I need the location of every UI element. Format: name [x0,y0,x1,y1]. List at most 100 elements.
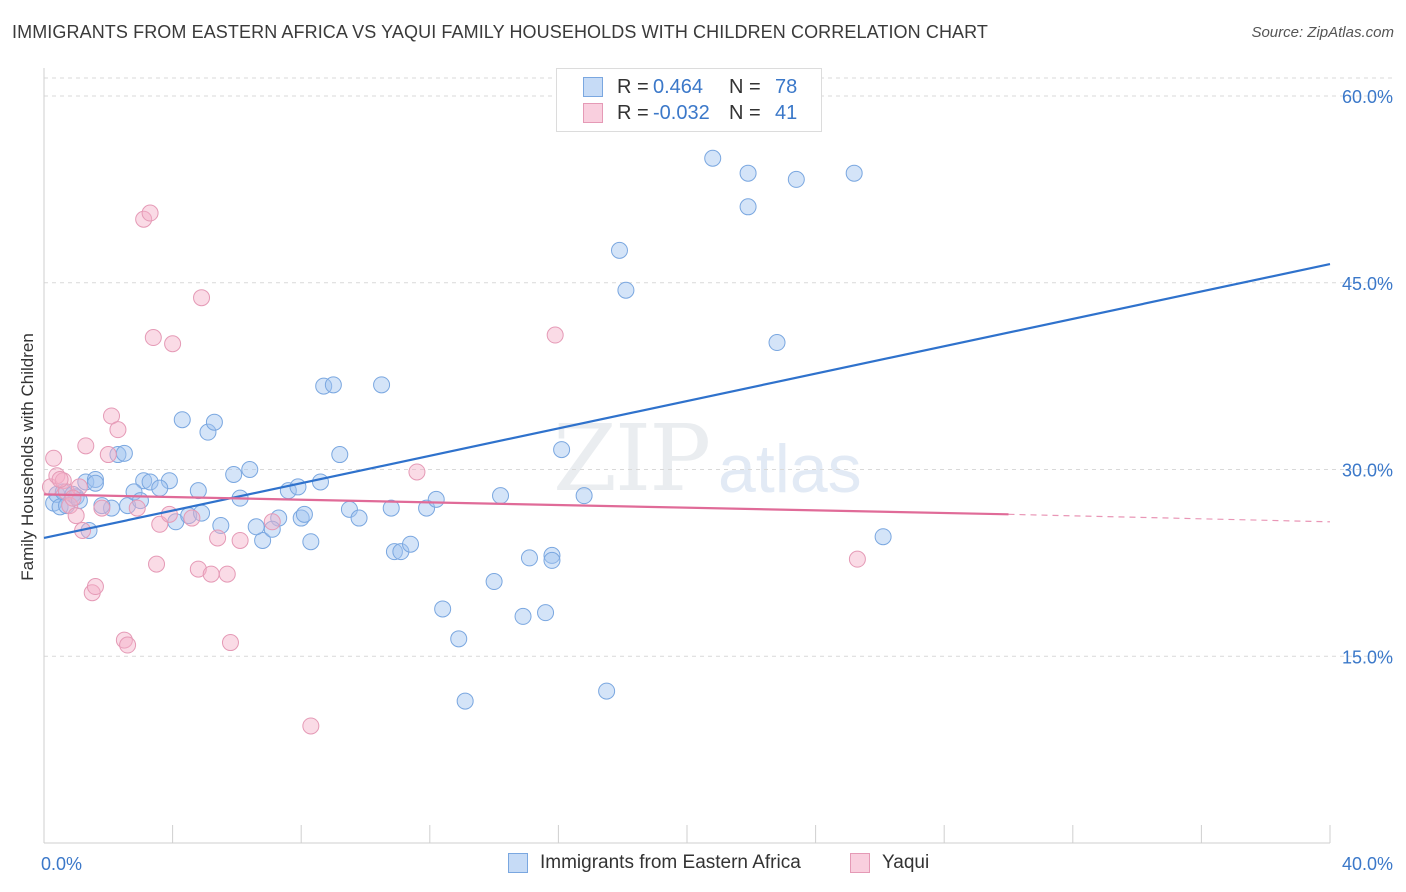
stats-legend-row-pink: R = -0.032 N = 41 [583,101,797,125]
n-value: 78 [775,75,798,98]
point-eastern-africa [331,446,349,464]
point-eastern-africa [109,446,127,464]
point-eastern-africa [385,543,403,561]
stats-legend-row-blue: R = 0.464 N = 78 [583,75,797,99]
point-yaqui [221,634,239,652]
point-eastern-africa [86,470,104,488]
n-label: N = [729,101,761,124]
point-eastern-africa [373,376,391,394]
point-eastern-africa [247,518,265,536]
point-yaqui [209,529,227,547]
point-eastern-africa [189,482,207,500]
point-eastern-africa [103,499,121,517]
point-yaqui [848,550,866,568]
point-eastern-africa [295,505,313,523]
point-yaqui [263,513,281,531]
point-eastern-africa [225,465,243,483]
point-yaqui [99,446,117,464]
point-eastern-africa [617,281,635,299]
point-yaqui [51,470,69,488]
x-tick-label: 40.0% [1342,854,1393,874]
point-eastern-africa [86,474,104,492]
point-yaqui [119,636,137,654]
point-eastern-africa [553,441,571,459]
point-eastern-africa [324,376,342,394]
point-eastern-africa [520,549,538,567]
point-eastern-africa [739,198,757,216]
point-eastern-africa [874,528,892,546]
point-yaqui [408,463,426,481]
point-eastern-africa [241,461,259,478]
r-value: 0.464 [653,75,704,98]
point-yaqui [86,578,104,596]
point-eastern-africa [610,241,628,259]
blue-swatch-icon [583,77,603,97]
legend-label: Yaqui [882,852,930,873]
point-yaqui [202,565,220,583]
point-yaqui [115,631,133,649]
point-eastern-africa [427,490,445,508]
legend-label: Immigrants from Eastern Africa [540,852,801,873]
y-tick-label: 45.0% [1342,274,1393,294]
point-eastern-africa [543,551,561,569]
point-yaqui [109,421,127,439]
point-eastern-africa [173,411,191,429]
point-yaqui [141,204,159,222]
blue-swatch-icon [508,853,528,873]
pink-swatch-icon [583,103,603,123]
point-eastern-africa [289,478,307,496]
point-eastern-africa [537,604,555,622]
point-eastern-africa [382,499,400,517]
point-yaqui [103,407,121,425]
r-value: -0.032 [653,101,710,124]
trend-line [43,262,1331,540]
point-eastern-africa [141,473,159,491]
point-eastern-africa [254,531,272,549]
point-eastern-africa [418,499,436,517]
point-yaqui [144,329,162,347]
point-eastern-africa [115,444,133,462]
point-eastern-africa [434,600,452,618]
source-label: Source: ZipAtlas.com [1251,24,1394,41]
point-yaqui [128,499,146,517]
point-eastern-africa [768,334,786,352]
point-eastern-africa [492,487,510,505]
stats-legend: R = 0.464 N = 78 R = -0.032 N = 41 [556,68,822,132]
trend-line [43,493,1009,516]
pink-swatch-icon [850,853,870,873]
point-eastern-africa [543,546,561,564]
trend-line-extension [1008,513,1331,523]
point-yaqui [302,717,320,735]
point-yaqui [546,326,564,344]
point-eastern-africa [514,607,532,625]
r-label: R = [617,101,649,124]
point-eastern-africa [151,479,169,497]
point-eastern-africa [205,413,223,431]
y-axis-label: Family Households with Children [18,333,37,581]
point-yaqui [93,499,111,517]
series-legend: Immigrants from Eastern Africa Yaqui [0,852,1406,878]
y-tick-label: 60.0% [1342,87,1393,107]
point-eastern-africa [450,630,468,648]
n-label: N = [729,75,761,98]
y-tick-label: 30.0% [1342,461,1393,481]
chart-title: IMMIGRANTS FROM EASTERN AFRICA VS YAQUI … [12,22,989,42]
point-eastern-africa [485,573,503,591]
point-yaqui [164,335,182,353]
point-yaqui [64,489,82,507]
point-yaqui [148,555,166,573]
point-yaqui [45,449,63,467]
point-eastern-africa [787,170,805,188]
point-yaqui [193,289,211,307]
point-yaqui [218,565,236,583]
point-yaqui [189,560,207,578]
point-eastern-africa [350,509,368,527]
point-eastern-africa [199,423,217,441]
point-eastern-africa [311,473,329,491]
point-yaqui [231,531,249,549]
legend-item-yaqui[interactable]: Yaqui [850,852,929,874]
legend-item-eastern-africa[interactable]: Immigrants from Eastern Africa [508,852,801,874]
point-yaqui [77,437,95,455]
y-tick-label: 15.0% [1342,647,1393,667]
